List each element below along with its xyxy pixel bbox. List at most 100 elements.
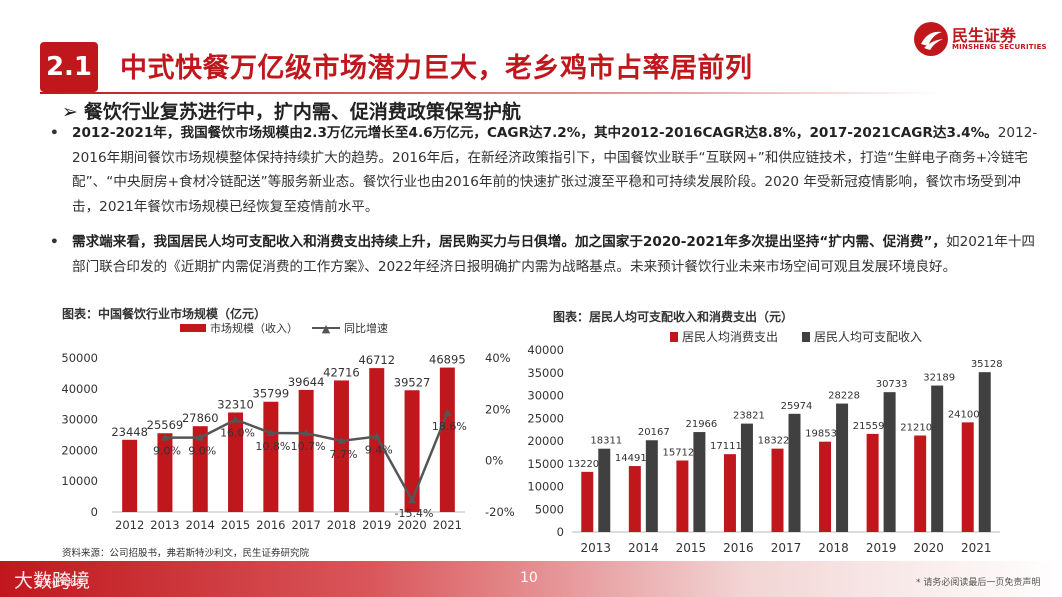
x-tick-label: 2013 (150, 518, 179, 532)
bullet-icon: • (50, 234, 59, 250)
income-value-label: 23821 (733, 411, 765, 422)
income-value-label: 25974 (781, 401, 813, 412)
growth-value-label: 16.0% (220, 427, 255, 440)
y-left-tick-label: 0 (91, 505, 98, 519)
page-title: 中式快餐万亿级市场潜力巨大，老乡鸡市占率居前列 (120, 53, 753, 84)
consumption-value-label: 13220 (567, 459, 599, 470)
income-value-label: 35128 (971, 359, 1003, 370)
bar-value-label: 39644 (288, 375, 325, 389)
x-tick-label: 2016 (256, 518, 285, 532)
bar-value-label: 42716 (323, 365, 360, 379)
x-tick-label: 2020 (913, 541, 944, 555)
bar-value-label: 39527 (394, 375, 431, 389)
legend-swatch-market-size (180, 324, 206, 332)
y-left-tick-label: 50000 (61, 351, 98, 365)
x-tick-label: 2012 (115, 518, 144, 532)
section-number: 2.1 (40, 42, 98, 92)
consumption-value-label: 15712 (662, 448, 694, 459)
x-tick-label: 2018 (327, 518, 356, 532)
y-right-tick-label: 20% (485, 402, 511, 416)
chart-1-title: 图表：中国餐饮行业市场规模（亿元） (62, 307, 267, 321)
consumption-value-label: 18322 (758, 436, 790, 447)
growth-value-label: 10.8% (255, 440, 290, 453)
chart-2-title: 图表：居民人均可支配收入和消费支出（元） (553, 310, 794, 324)
bar-income (788, 413, 801, 532)
bar-market-size (192, 426, 208, 512)
y-tick-label: 30000 (527, 389, 564, 403)
growth-value-label: 7.7% (329, 448, 357, 461)
y-right-tick-label: 40% (485, 351, 511, 365)
bar-market-size (228, 412, 244, 512)
legend-label-income: 居民人均可支配收入 (814, 330, 922, 344)
growth-point (372, 432, 381, 440)
company-logo: 民生证券 MINSHENG SECURITIES (914, 22, 1047, 56)
y-left-tick-label: 30000 (61, 413, 98, 427)
consumption-value-label: 24100 (948, 409, 980, 420)
x-tick-label: 2017 (292, 518, 321, 532)
income-value-label: 18311 (590, 436, 622, 447)
bar-consumption (581, 471, 594, 532)
growth-value-label: 9.0% (188, 445, 216, 458)
bar-market-size (404, 390, 420, 512)
growth-point (443, 408, 452, 416)
bar-market-size (298, 389, 314, 512)
consumption-value-label: 21559 (853, 421, 885, 432)
bar-value-label: 23448 (111, 425, 148, 439)
page-number: 10 (520, 570, 538, 586)
bar-consumption (628, 466, 641, 532)
y-tick-label: 5000 (535, 502, 564, 516)
x-tick-label: 2018 (818, 541, 849, 555)
bar-value-label: 46895 (429, 353, 466, 367)
x-tick-label: 2015 (221, 518, 250, 532)
bar-income (931, 385, 944, 532)
legend-label-market-size: 市场规模（收入） (210, 321, 298, 335)
x-tick-label: 2017 (771, 541, 802, 555)
x-tick-label: 2016 (723, 541, 754, 555)
bar-consumption (914, 435, 927, 532)
y-tick-label: 10000 (527, 480, 564, 494)
consumption-value-label: 17111 (710, 441, 742, 452)
income-value-label: 28228 (828, 391, 860, 402)
bar-income (740, 423, 753, 532)
growth-point (408, 496, 417, 504)
bar-market-size (333, 380, 349, 512)
bar-income (883, 392, 896, 532)
bar-value-label: 25569 (147, 418, 184, 432)
logo-text-cn: 民生证券 (952, 26, 1017, 45)
bar-market-size (439, 367, 455, 512)
y-left-tick-label: 10000 (61, 474, 98, 488)
consumption-value-label: 14491 (615, 453, 647, 464)
consumption-value-label: 19853 (805, 429, 837, 440)
bar-income (836, 403, 849, 532)
paragraph-1-body: 2012-2016年期间餐饮市场规模整体保持持续扩大的趋势。2016年后，在新经… (72, 125, 1038, 215)
x-tick-label: 2020 (397, 518, 426, 532)
subheading: ➢ 餐饮行业复苏进行中，扩内需、促消费政策保驾护航 (62, 97, 521, 124)
footer-bar (0, 561, 1062, 597)
x-tick-label: 2013 (581, 541, 612, 555)
legend-label-growth: 同比增速 (344, 321, 388, 335)
chart-restaurant-market-size: 市场规模（收入） ▲ 同比增速 0 10000 20000 30000 40000 50000 -… (61, 321, 515, 532)
y-tick-label: 40000 (527, 343, 564, 357)
paragraph-2-body: 如2021年十四部门联合印发的《近期扩内需促消费的工作方案》、2022年经济日报… (72, 234, 1036, 275)
x-tick-label: 2014 (186, 518, 215, 532)
bar-market-size (263, 401, 279, 512)
y-tick-label: 25000 (527, 411, 564, 425)
y-tick-label: 20000 (527, 434, 564, 448)
x-tick-label: 2019 (362, 518, 391, 532)
growth-value-label: 10.7% (291, 440, 326, 453)
legend-label-consumption: 居民人均消费支出 (682, 330, 778, 344)
bar-consumption (771, 448, 784, 532)
y-right-tick-label: 0% (485, 454, 503, 468)
x-tick-label: 2021 (961, 541, 992, 555)
y-tick-label: 0 (557, 525, 564, 539)
y-right-tick-label: -20% (485, 505, 515, 519)
bar-market-size (122, 439, 138, 512)
logo-text-en: MINSHENG SECURITIES (952, 43, 1047, 51)
income-value-label: 21966 (685, 419, 717, 430)
disclaimer: * 请务必阅读最后一页免责声明 (916, 578, 1041, 588)
paragraph-2: • 需求端来看，我国居民人均可支配收入和消费支出持续上升，居民购买力与日俱增。加… (50, 230, 1040, 279)
bullet-icon: • (50, 125, 59, 141)
bar-income (645, 440, 658, 532)
y-tick-label: 15000 (527, 457, 564, 471)
consumption-value-label: 21210 (900, 422, 932, 433)
